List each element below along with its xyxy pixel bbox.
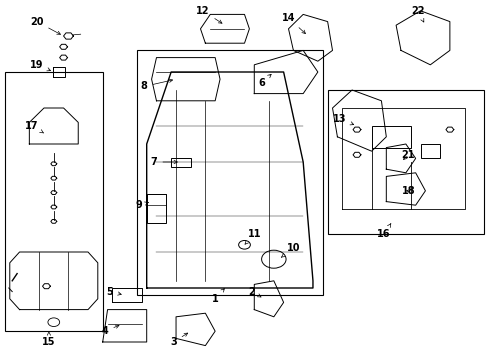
Text: 22: 22 [410, 6, 424, 22]
Text: 6: 6 [258, 75, 271, 88]
Bar [371, 126, 410, 148]
Bar [146, 194, 166, 223]
Text: 7: 7 [150, 157, 177, 167]
Text: 21: 21 [401, 150, 414, 160]
Text: 19: 19 [30, 60, 50, 71]
Text: 17: 17 [25, 121, 43, 133]
Text: 10: 10 [281, 243, 300, 257]
Text: 18: 18 [401, 186, 414, 196]
Text: 3: 3 [170, 333, 187, 347]
Text: 2: 2 [248, 287, 261, 297]
Text: 11: 11 [244, 229, 261, 244]
Text: 14: 14 [281, 13, 305, 33]
Text: 12: 12 [196, 6, 222, 23]
Bar [53, 67, 65, 77]
Text: 8: 8 [141, 79, 172, 91]
Bar [171, 158, 190, 166]
Text: 4: 4 [102, 325, 119, 336]
Bar [420, 144, 439, 158]
Text: 16: 16 [376, 224, 390, 239]
Text: 20: 20 [30, 17, 61, 34]
Text: 9: 9 [136, 200, 148, 210]
Text: 5: 5 [106, 287, 121, 297]
Text: 13: 13 [332, 114, 353, 125]
Text: 1: 1 [211, 289, 224, 304]
Text: 15: 15 [42, 332, 56, 347]
